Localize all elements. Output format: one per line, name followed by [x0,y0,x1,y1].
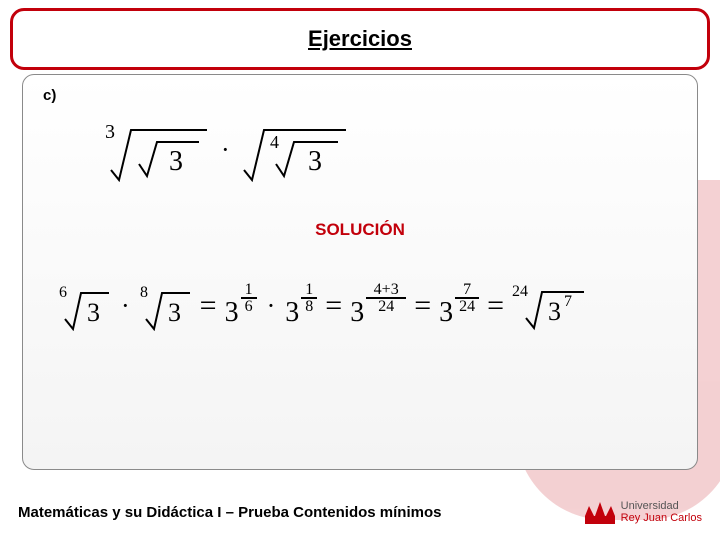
root-8: 8 3 [140,281,192,331]
pow-sum-24: 3 4+3 24 [350,283,406,329]
svg-text:3: 3 [548,297,561,326]
root-6: 6 3 [59,281,111,331]
outer-index-1: 3 [105,121,115,143]
university-logo: Universidad Rey Juan Carlos [585,498,702,526]
svg-text:6: 6 [59,284,67,301]
pow-7-24: 3 7 24 [439,283,479,329]
problem-expression: 3 3 · 4 3 [101,118,679,182]
svg-text:3: 3 [168,298,181,327]
mul-2: · [257,291,286,321]
solution-heading: SOLUCIÓN [41,220,679,240]
footer-text: Matemáticas y su Didáctica I – Prueba Co… [18,504,441,521]
eq-1: = [192,289,225,323]
slide: Ejercicios c) 3 3 · 4 [0,0,720,540]
content-card: c) 3 3 · 4 3 [22,74,698,470]
svg-text:24: 24 [512,283,528,300]
crown-icon [585,498,615,526]
nested-radical-2: 4 3 [240,118,350,182]
part-label: c) [43,87,679,104]
radicand-1: 3 [169,146,183,177]
eq-4: = [479,289,512,323]
nested-radical-1: 3 3 [101,118,211,182]
footer: Matemáticas y su Didáctica I – Prueba Co… [18,498,702,526]
eq-3: = [406,289,439,323]
pow-1-8: 3 1 8 [285,283,317,329]
svg-text:7: 7 [564,293,572,310]
pow-1-6: 3 1 6 [225,283,257,329]
radicand-2: 3 [308,146,322,177]
mul-1: · [111,291,140,321]
root-24-pow7: 24 3 7 [512,280,586,332]
svg-text:8: 8 [140,284,148,301]
title-band: Ejercicios [10,8,710,70]
multiply-dot: · [211,135,240,165]
solution-chain: 6 3 · 8 3 = 3 1 6 [59,280,679,332]
svg-text:3: 3 [87,298,100,327]
eq-2: = [317,289,350,323]
inner-index-2: 4 [270,132,279,152]
logo-text: Universidad Rey Juan Carlos [621,500,702,524]
page-title: Ejercicios [308,26,412,52]
